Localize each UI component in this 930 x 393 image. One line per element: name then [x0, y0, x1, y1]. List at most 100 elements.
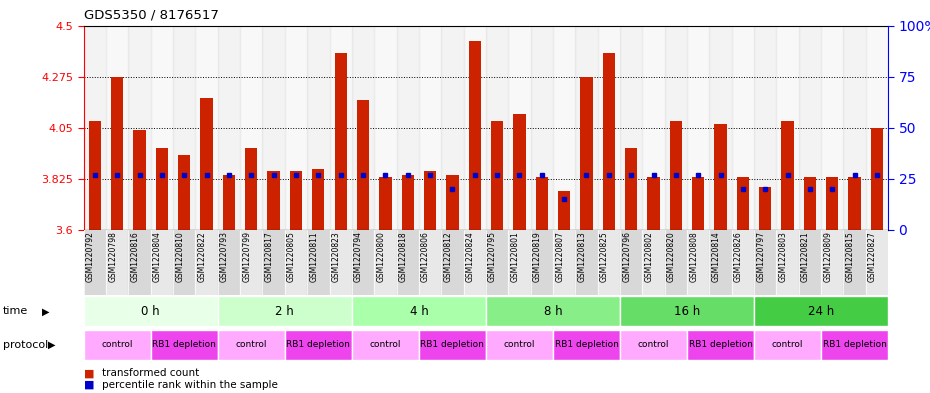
Bar [111, 77, 124, 230]
Text: 8 h: 8 h [544, 305, 563, 318]
Bar [799, 230, 821, 295]
Bar [418, 26, 441, 230]
Text: GSM1220818: GSM1220818 [399, 231, 407, 282]
Text: GSM1220812: GSM1220812 [444, 231, 452, 282]
Bar [804, 176, 817, 230]
Bar [335, 53, 347, 230]
Bar [781, 121, 793, 230]
Text: control: control [638, 340, 670, 349]
Bar [262, 26, 285, 230]
Bar [402, 175, 414, 230]
Text: GSM1220821: GSM1220821 [801, 231, 810, 282]
Text: GSM1220814: GSM1220814 [711, 231, 721, 282]
Bar [866, 26, 888, 230]
Text: RB1 depletion: RB1 depletion [688, 340, 752, 349]
Bar [844, 230, 866, 295]
Text: GSM1220802: GSM1220802 [644, 231, 654, 282]
Bar [821, 230, 844, 295]
Text: GSM1220794: GSM1220794 [354, 231, 363, 282]
Bar [195, 26, 218, 230]
Bar [732, 230, 754, 295]
Bar [329, 26, 352, 230]
Bar [643, 230, 665, 295]
Bar [312, 169, 325, 230]
Bar [870, 128, 883, 230]
Bar [155, 148, 168, 230]
Bar [866, 230, 888, 295]
Bar [173, 230, 195, 295]
Bar [670, 121, 682, 230]
Text: 24 h: 24 h [808, 305, 834, 318]
Bar [268, 171, 280, 230]
Text: GSM1220826: GSM1220826 [734, 231, 743, 282]
Text: GSM1220815: GSM1220815 [845, 231, 855, 282]
Bar [491, 121, 503, 230]
Bar [553, 230, 576, 295]
Text: RB1 depletion: RB1 depletion [420, 340, 485, 349]
Text: protocol: protocol [3, 340, 48, 350]
Bar [396, 26, 418, 230]
Bar [799, 26, 821, 230]
FancyBboxPatch shape [418, 330, 485, 360]
Bar [576, 230, 598, 295]
Bar [625, 148, 637, 230]
FancyBboxPatch shape [754, 330, 821, 360]
FancyBboxPatch shape [352, 296, 485, 327]
Bar [777, 26, 799, 230]
Bar [179, 155, 191, 230]
Bar [128, 26, 151, 230]
Text: percentile rank within the sample: percentile rank within the sample [102, 380, 278, 390]
Text: GSM1220809: GSM1220809 [823, 231, 832, 282]
Text: ▶: ▶ [42, 307, 49, 316]
Bar [598, 26, 620, 230]
Bar [441, 230, 463, 295]
Text: GSM1220796: GSM1220796 [622, 231, 631, 282]
Text: GSM1220792: GSM1220792 [86, 231, 95, 282]
Bar [84, 26, 106, 230]
FancyBboxPatch shape [218, 296, 352, 327]
Bar [485, 230, 509, 295]
Bar [844, 26, 866, 230]
Text: ▶: ▶ [48, 340, 56, 350]
Bar [732, 26, 754, 230]
Text: GSM1220822: GSM1220822 [197, 231, 206, 282]
Bar [84, 230, 106, 295]
Text: GSM1220804: GSM1220804 [153, 231, 162, 282]
Text: GSM1220808: GSM1220808 [689, 231, 698, 282]
Text: 4 h: 4 h [409, 305, 428, 318]
Bar [848, 176, 861, 230]
Bar [379, 176, 392, 230]
Bar [463, 26, 485, 230]
Bar [692, 176, 704, 230]
Bar [223, 175, 235, 230]
Bar [576, 26, 598, 230]
Bar [106, 230, 128, 295]
Bar [513, 114, 525, 230]
Bar [441, 26, 463, 230]
Bar [509, 26, 531, 230]
Text: GSM1220803: GSM1220803 [778, 231, 788, 282]
Bar [285, 230, 307, 295]
FancyBboxPatch shape [84, 296, 218, 327]
Text: RB1 depletion: RB1 depletion [554, 340, 618, 349]
Text: control: control [772, 340, 804, 349]
Bar [218, 26, 240, 230]
Text: control: control [369, 340, 401, 349]
Text: GSM1220811: GSM1220811 [310, 231, 318, 282]
Text: GSM1220810: GSM1220810 [175, 231, 184, 282]
Bar [246, 148, 258, 230]
Bar [151, 26, 173, 230]
Text: GSM1220817: GSM1220817 [265, 231, 273, 282]
FancyBboxPatch shape [151, 330, 218, 360]
Bar [759, 187, 771, 230]
FancyBboxPatch shape [485, 330, 553, 360]
Text: GSM1220795: GSM1220795 [488, 231, 498, 282]
Text: ■: ■ [84, 380, 94, 390]
Bar [580, 77, 592, 230]
Bar [710, 230, 732, 295]
FancyBboxPatch shape [485, 296, 620, 327]
Bar [485, 26, 509, 230]
Bar [643, 26, 665, 230]
Text: GSM1220819: GSM1220819 [533, 231, 542, 282]
Bar [106, 26, 128, 230]
